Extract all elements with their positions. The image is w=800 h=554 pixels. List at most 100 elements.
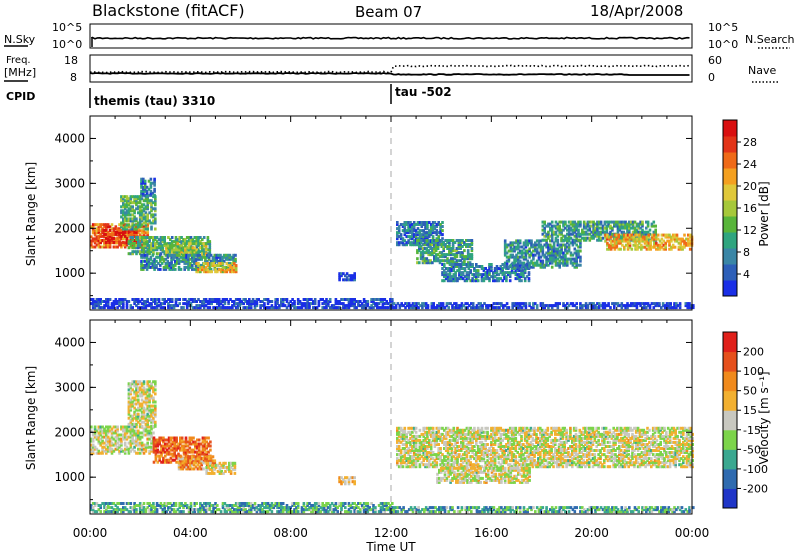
- power-cell: [541, 261, 545, 265]
- power-cell: [452, 265, 456, 268]
- velocity-cell: [175, 454, 178, 458]
- power-cell: [543, 234, 546, 238]
- power-cell: [609, 232, 612, 236]
- power-echo-region: [195, 262, 238, 274]
- power-cell: [545, 241, 548, 245]
- power-cell: [517, 263, 520, 267]
- power-cell: [459, 243, 462, 246]
- velocity-cell: [407, 453, 410, 457]
- power-cell: [154, 248, 157, 252]
- power-cell: [103, 225, 106, 229]
- velocity-cell: [209, 459, 213, 463]
- velocity-cell: [127, 429, 131, 433]
- power-cell: [345, 276, 349, 280]
- power-cell: [153, 261, 156, 265]
- velocity-cell: [129, 400, 133, 404]
- power-cell: [618, 304, 622, 308]
- velocity-cell: [189, 459, 192, 463]
- velocity-cell: [131, 416, 134, 420]
- velocity-cell: [114, 431, 118, 435]
- velocity-cell: [171, 454, 175, 458]
- power-cell: [539, 245, 543, 249]
- power-cell: [90, 302, 93, 306]
- power-cell: [416, 243, 419, 246]
- power-cell: [238, 300, 242, 303]
- velocity-cell: [112, 425, 116, 429]
- power-cell: [527, 271, 531, 275]
- power-cell: [645, 232, 648, 236]
- power-cell: [161, 298, 165, 301]
- power-cell: [217, 298, 221, 301]
- power-cell: [152, 298, 155, 301]
- power-cell: [597, 302, 601, 306]
- power-cell: [206, 236, 210, 239]
- power-cell: [91, 225, 95, 229]
- velocity-cell: [405, 443, 408, 446]
- velocity-cell: [154, 420, 157, 424]
- power-cell: [122, 229, 125, 233]
- power-cell: [204, 246, 208, 250]
- power-cell: [225, 268, 229, 272]
- power-cell: [90, 241, 93, 245]
- velocity-cell: [189, 463, 192, 467]
- power-cell: [409, 241, 412, 245]
- power-cell: [473, 269, 476, 273]
- power-cell: [170, 265, 173, 269]
- power-cell: [435, 233, 439, 237]
- power-cell: [159, 248, 163, 252]
- power-cell: [233, 268, 236, 272]
- power-cell: [409, 243, 412, 247]
- power-cell: [431, 247, 434, 250]
- velocity-cell: [162, 450, 165, 454]
- power-cell: [221, 298, 225, 301]
- power-cell: [366, 304, 370, 308]
- velocity-cell: [182, 448, 186, 452]
- power-cell: [140, 250, 144, 254]
- power-cell: [431, 239, 434, 242]
- power-cell: [349, 298, 353, 301]
- velocity-cell: [200, 467, 203, 471]
- power-cell: [142, 215, 146, 219]
- power-cell: [457, 241, 461, 244]
- power-cell: [527, 279, 531, 283]
- power-cell: [189, 261, 192, 265]
- power-cell: [490, 267, 493, 270]
- power-cell: [493, 267, 497, 270]
- power-cell: [508, 279, 512, 283]
- power-cell: [285, 300, 289, 303]
- power-cell: [688, 247, 692, 251]
- power-cell: [421, 304, 424, 308]
- power-cell: [554, 232, 558, 236]
- velocity-cell: [129, 425, 133, 429]
- power-cell: [123, 213, 127, 217]
- power-cell: [621, 239, 624, 243]
- velocity-cell: [224, 469, 227, 473]
- power-cell: [138, 225, 142, 229]
- power-cell: [664, 247, 667, 251]
- power-cell: [425, 249, 429, 253]
- power-cell: [611, 245, 615, 249]
- velocity-cell: [196, 459, 200, 463]
- power-cell: [558, 243, 561, 247]
- velocity-cell: [122, 435, 125, 439]
- power-cell: [606, 233, 609, 237]
- power-cell: [450, 275, 454, 279]
- freq-tick-bottom: 8: [70, 71, 77, 84]
- power-cell: [206, 302, 210, 306]
- y-tick-label: 1000: [54, 266, 85, 280]
- velocity-cell: [97, 435, 101, 439]
- power-cell: [355, 300, 358, 303]
- power-cell: [93, 241, 97, 245]
- power-cell: [438, 302, 441, 306]
- power-cell: [444, 267, 448, 270]
- power-cell: [597, 222, 601, 226]
- power-cell: [150, 236, 153, 239]
- power-cell: [461, 255, 464, 259]
- velocity-cell: [91, 447, 95, 451]
- power-cell: [577, 253, 580, 257]
- power-cell: [411, 223, 414, 226]
- power-cell: [191, 265, 194, 269]
- power-echo-region: [120, 195, 157, 231]
- power-cell: [473, 267, 476, 270]
- power-cell: [515, 302, 518, 306]
